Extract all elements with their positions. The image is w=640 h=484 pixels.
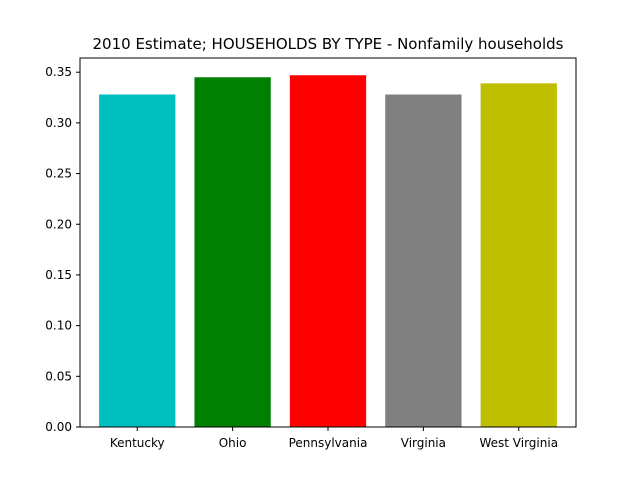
y-tick-label: 0.20 <box>45 217 72 231</box>
x-tick-label: Kentucky <box>110 436 165 450</box>
y-tick-label: 0.05 <box>45 369 72 383</box>
bar-west-virginia <box>480 83 557 427</box>
bar-virginia <box>385 94 462 427</box>
y-tick-label: 0.10 <box>45 319 72 333</box>
y-tick-label: 0.30 <box>45 116 72 130</box>
x-tick-label: Virginia <box>401 436 446 450</box>
y-tick-label: 0.35 <box>45 65 72 79</box>
x-axis: Kentucky Ohio Pennsylvania Virginia West Vir… <box>110 427 558 450</box>
y-tick-label: 0.25 <box>45 167 72 181</box>
y-tick-label: 0.15 <box>45 268 72 282</box>
y-tick-label: 0.00 <box>45 420 72 434</box>
chart-title: 2010 Estimate; HOUSEHOLDS BY TYPE - Nonf… <box>93 35 564 53</box>
bar-kentucky <box>99 94 176 427</box>
bar-ohio <box>194 77 271 427</box>
y-axis: 0.00 0.05 0.10 0.15 0.20 0.25 0.30 0.35 <box>45 65 80 434</box>
x-tick-label: Pennsylvania <box>289 436 368 450</box>
bar-pennsylvania <box>289 75 367 427</box>
x-tick-label: Ohio <box>219 436 247 450</box>
bars-layer <box>99 75 557 427</box>
plot-frame <box>79 57 577 428</box>
x-tick-label: West Virginia <box>479 436 558 450</box>
